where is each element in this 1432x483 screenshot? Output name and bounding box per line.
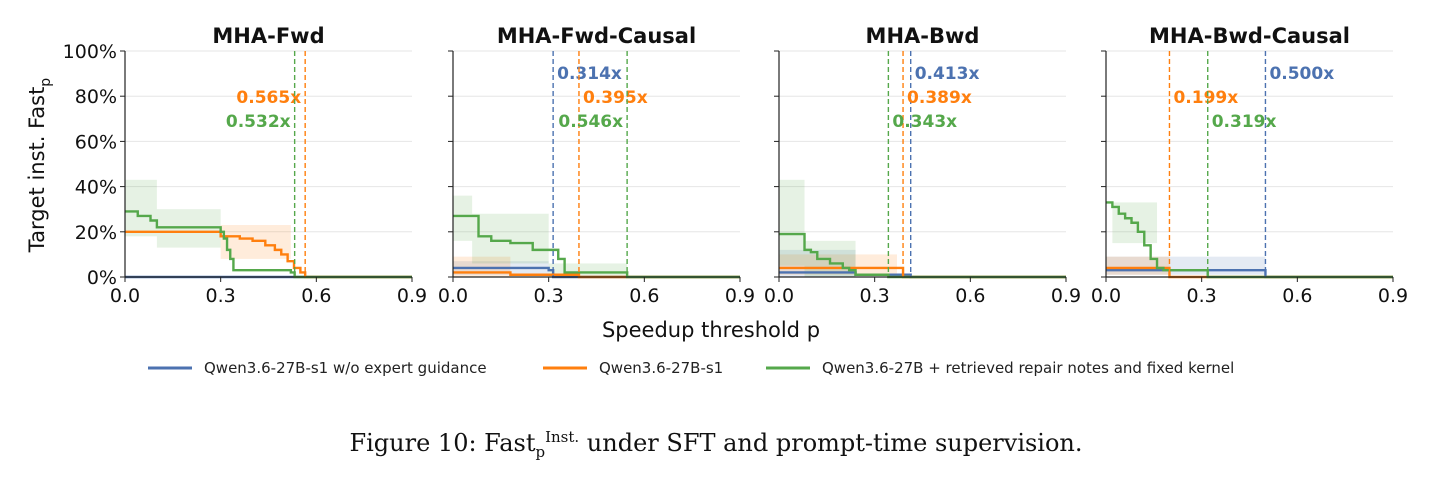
y-tick-label: 60% [75,131,117,153]
y-tick-label: 40% [75,177,117,199]
panel-3: MHA-Bwd-Causal 0.500x 0.199x 0.319x 0.0 0.3 0.… [1091,24,1408,307]
threshold-label: 0.565x [236,88,301,108]
series-line [779,232,1066,279]
x-tick-label: 0.0 [764,285,794,307]
panel-title: MHA-Bwd [866,24,980,48]
y-tick-label: 0% [87,267,117,289]
panel-2: MHA-Bwd 0.413x 0.389x 0.343x 0.0 0.3 0.6 0.9 [764,24,1081,307]
y-tick-label: 80% [75,86,117,108]
confidence-band [1106,256,1170,275]
threshold-label: 0.500x [1269,64,1334,84]
x-tick-label: 0.9 [1378,285,1408,307]
threshold-label: 0.532x [226,112,291,132]
threshold-label: 0.395x [583,88,648,108]
confidence-band [125,179,157,237]
threshold-label: 0.319x [1212,112,1277,132]
threshold-label: 0.389x [907,88,972,108]
threshold-label: 0.546x [558,112,623,132]
confidence-band [779,179,805,266]
figure-caption: Figure 10: FastpInst. under SFT and prom… [349,428,1083,461]
x-tick-label: 0.9 [725,285,755,307]
legend-label: Qwen3.6-27B-s1 w/o expert guidance [204,359,487,377]
threshold-label: 0.413x [915,64,980,84]
x-tick-label: 0.3 [1187,285,1217,307]
x-tick-label: 0.6 [301,285,331,307]
threshold-label: 0.314x [557,64,622,84]
panel-1: MHA-Fwd-Causal 0.314x 0.395x 0.546x 0.0 0.3 0.… [438,24,755,307]
x-tick-label: 0.3 [860,285,890,307]
x-tick-label: 0.0 [438,285,468,307]
confidence-band [472,213,549,264]
series-line [125,210,412,279]
legend: Qwen3.6-27B-s1 w/o expert guidance Qwen3.… [148,359,1234,377]
threshold-label: 0.343x [892,112,957,132]
x-tick-label: 0.6 [1282,285,1312,307]
series-line [1106,201,1393,279]
legend-label: Qwen3.6-27B + retrieved repair notes and… [822,359,1234,377]
confidence-band [453,195,473,241]
x-tick-label: 0.9 [1051,285,1081,307]
x-tick-label: 0.0 [1091,285,1121,307]
y-tick-label: 100% [63,41,117,63]
panel-0: MHA-Fwd 0% 20% 40% 60% 80% 100% 0.565x 0.532x 0.0… [63,24,427,307]
x-tick-label: 0.3 [206,285,236,307]
x-tick-label: 0.3 [534,285,564,307]
panel-title: MHA-Fwd-Causal [497,24,696,48]
figure-panels: Target inst. Fastp Speedup threshold p M… [25,24,1408,377]
threshold-label: 0.199x [1173,88,1238,108]
panel-title: MHA-Fwd [212,24,324,48]
x-axis-label: Speedup threshold p [602,318,820,342]
x-tick-label: 0.9 [397,285,427,307]
x-tick-label: 0.6 [955,285,985,307]
panel-title: MHA-Bwd-Causal [1149,24,1350,48]
y-tick-label: 20% [75,222,117,244]
y-axis-label: Target inst. Fastp [25,78,54,254]
legend-label: Qwen3.6-27B-s1 [599,359,723,377]
x-tick-label: 0.6 [629,285,659,307]
series-line [125,230,412,279]
x-tick-label: 0.0 [110,285,140,307]
